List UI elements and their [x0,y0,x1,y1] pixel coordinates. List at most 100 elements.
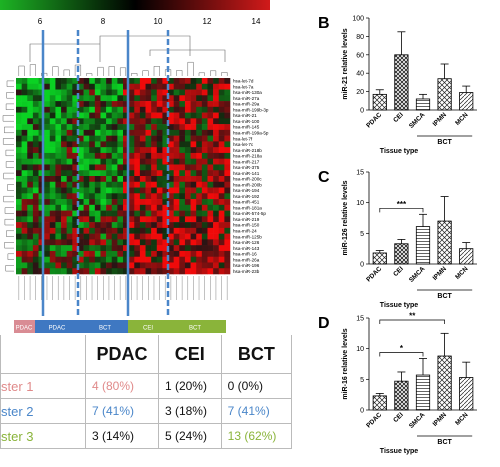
heatmap-cell [38,95,45,102]
heatmap-cell [77,124,84,131]
heatmap-cell [213,141,220,148]
heatmap-cell [156,118,163,125]
heatmap-cell [201,216,208,223]
heatmap-cell [151,112,158,119]
heatmap-cell [117,106,124,113]
heatmap-cell [196,222,203,229]
heatmap-cell [117,181,124,188]
heatmap-cell [89,239,96,246]
heatmap-cell [38,216,45,223]
heatmap-cell [55,124,62,131]
heatmap-cell [32,199,39,206]
heatmap-cell [145,227,152,234]
dendrogram-branch [4,218,14,226]
heatmap-cell [72,181,79,188]
heatmap-cell [162,262,169,269]
row-label: ster 1 [0,373,86,399]
heatmap-cell [128,129,135,136]
heatmap-cell [32,141,39,148]
heatmap-cell [213,147,220,154]
heatmap-cell [156,176,163,183]
heatmap-cell [77,222,84,229]
x-tick-label: PDAC [365,265,383,283]
heatmap-cell [94,112,101,119]
heatmap-cell [83,239,90,246]
heatmap-cell [184,158,191,165]
heatmap-cell [117,227,124,234]
heatmap-cell [16,147,22,154]
heatmap-cell [49,268,56,275]
group-label: PDAC [16,326,33,332]
heatmap-cell [100,170,107,177]
heatmap-cell [168,89,174,96]
heatmap-cell [27,216,34,223]
heatmap-cell [213,239,220,246]
heatmap-cell [173,95,180,102]
group-label: BCT [189,326,201,332]
heatmap-cell [190,129,197,136]
heatmap-cell [100,199,107,206]
heatmap-cell [128,147,135,154]
heatmap-cell [61,95,67,102]
heatmap-cell [44,204,51,211]
heatmap-cell [201,112,208,119]
heatmap-cell [123,89,129,96]
bar [394,380,409,411]
heatmap-cell [168,78,174,85]
heatmap-cell [134,245,141,252]
table-header-row: PDAC CEI BCT [0,335,293,374]
heatmap-cell [21,106,28,113]
heatmap-cell [123,181,129,188]
heatmap-cell [128,158,135,165]
heatmap-cell [145,199,152,206]
table-cell: 7 (41%) [220,398,293,424]
heatmap-cell [100,210,107,217]
heatmap-cell [173,245,180,252]
heatmap-cell [139,250,146,257]
x-tick-label: SMCA [408,111,427,130]
heatmap-cell [111,176,118,183]
heatmap-cell [156,216,163,223]
heatmap-cell [134,239,141,246]
heatmap-cell [207,233,214,240]
heatmap-cell [21,245,28,252]
heatmap-cell [77,204,84,211]
heatmap-cell [61,176,67,183]
heatmap-cell [83,268,90,275]
group-segment [128,320,170,333]
heatmap-cell [77,210,84,217]
heatmap-cell [66,78,73,85]
heatmap-cell [145,118,152,125]
heatmap-cell [156,112,163,119]
heatmap-cell [190,101,197,108]
heatmap-cell [218,95,225,102]
y-tick-label: 0 [360,262,364,269]
heatmap-cell [27,147,34,154]
heatmap-cell [49,135,56,142]
heatmap-cell [213,118,220,125]
heatmap-cell [190,216,197,223]
heatmap-cell [94,193,101,200]
heatmap-cell [111,106,118,113]
heatmap-cell [196,129,203,136]
row-label: hsa-miR-143 [233,246,260,251]
heatmap-cell [134,222,141,229]
heatmap-cell [168,216,174,223]
heatmap-cell [66,135,73,142]
heatmap-cell [106,250,113,257]
bar [372,252,387,265]
heatmap-cell [100,152,107,159]
heatmap-cell [32,239,39,246]
heatmap-cell [77,101,84,108]
heatmap-cell [38,256,45,263]
heatmap-cell [128,89,135,96]
heatmap-cell [207,112,214,119]
heatmap-cell [27,112,34,119]
heatmap-cell [162,152,169,159]
heatmap-cell [139,193,146,200]
heatmap-cell [145,101,152,108]
heatmap-cell [77,78,84,85]
heatmap-cell [128,210,135,217]
y-tick-label: 60 [356,52,364,59]
y-tick-label: 80 [356,34,364,41]
